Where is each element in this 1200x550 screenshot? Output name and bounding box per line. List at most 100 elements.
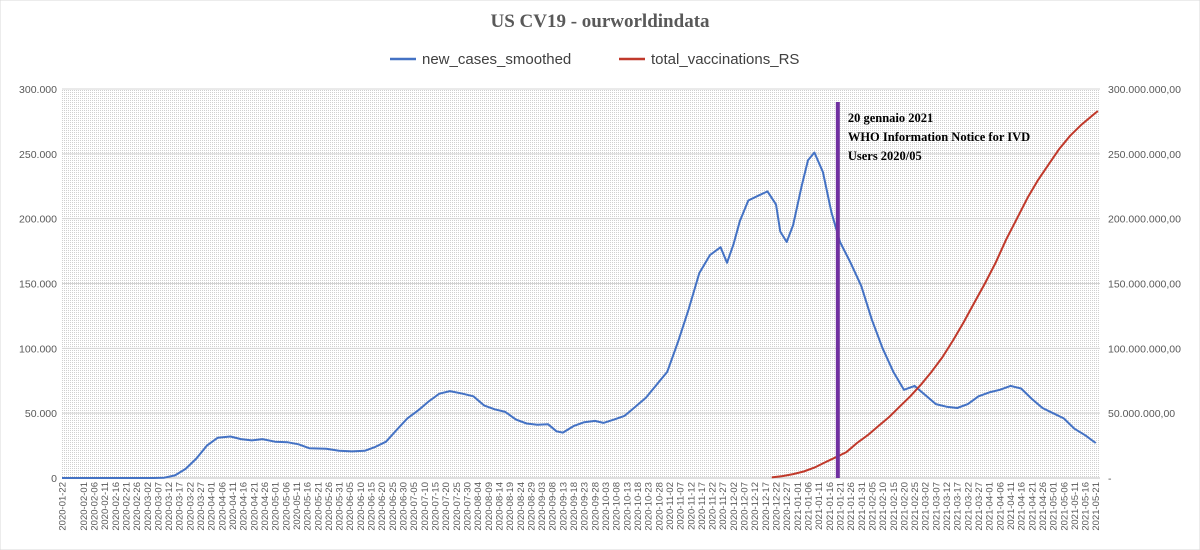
x-tick-label: 2020-01-22: [58, 482, 69, 531]
chart-title: US CV19 - ourworldindata: [490, 11, 710, 32]
x-tick-label: 2021-04-21: [1027, 482, 1038, 531]
left-y-tick-label: 50.000: [25, 408, 57, 420]
x-tick-label: 2021-01-21: [835, 482, 846, 531]
x-tick-label: 2020-02-06: [89, 482, 100, 531]
left-y-tick-label: 250.000: [19, 149, 57, 161]
x-tick-label: 2020-11-12: [686, 482, 697, 530]
left-y-tick-label: 0: [51, 473, 57, 485]
x-tick-label: 2020-09-28: [590, 482, 601, 531]
x-tick-label: 2020-02-21: [121, 482, 132, 531]
right-y-tick-label: 300.000.000,00: [1108, 84, 1181, 96]
x-tick-label: 2021-02-10: [878, 482, 889, 531]
legend: new_cases_smoothed total_vaccinations_RS: [390, 51, 799, 68]
x-tick-label: 2021-04-26: [1038, 482, 1049, 531]
right-y-axis: - 50.000.000,00 100.000.000,00 150.000.000,…: [1108, 84, 1181, 485]
x-tick-label: 2020-11-27: [718, 482, 729, 530]
right-y-tick-label: 200.000.000,00: [1108, 214, 1181, 226]
x-axis: 2020-01-22 2020-02-01 2020-02-06 2020-02-11…: [58, 482, 1103, 531]
x-tick-label: 2020-12-07: [740, 482, 751, 531]
right-y-tick-label: 50.000.000,00: [1108, 408, 1175, 420]
x-tick-label: 2020-06-05: [345, 482, 356, 531]
right-y-tick-label: -: [1108, 473, 1112, 485]
x-tick-label: 2020-08-14: [494, 482, 505, 531]
x-tick-label: 2020-11-17: [697, 482, 708, 530]
x-tick-label: 2020-10-28: [654, 482, 665, 531]
series-line-total_vaccinations_RS: [771, 110, 1099, 479]
x-tick-label: 2020-07-20: [441, 482, 452, 531]
x-tick-label: 2021-02-25: [910, 482, 921, 531]
left-y-tick-label: 200.000: [19, 214, 57, 226]
x-tick-label: 2020-03-22: [185, 482, 196, 531]
x-tick-label: 2020-07-15: [430, 482, 441, 531]
x-tick-label: 2021-03-17: [953, 482, 964, 531]
x-tick-label: 2020-05-26: [324, 482, 335, 531]
x-tick-label: 2020-10-13: [622, 482, 633, 531]
x-tick-label: 2021-05-16: [1081, 482, 1092, 531]
x-tick-label: 2020-04-06: [217, 482, 228, 531]
x-tick-label: 2020-03-07: [153, 482, 164, 531]
x-tick-label: 2020-06-10: [356, 482, 367, 531]
x-tick-label: 2020-07-05: [409, 482, 420, 531]
x-tick-label: 2020-04-01: [207, 482, 218, 531]
x-tick-label: 2020-11-02: [665, 482, 676, 530]
x-tick-label: 2020-09-03: [537, 482, 548, 531]
left-y-tick-label: 300.000: [19, 84, 57, 96]
x-tick-label: 2020-09-23: [580, 482, 591, 531]
left-y-axis: 0 50.000 100.000 150.000 200.000 250.000 300.0…: [19, 84, 57, 485]
x-tick-label: 2020-12-27: [782, 482, 793, 531]
x-tick-label: 2021-04-16: [1017, 482, 1028, 531]
x-tick-label: 2020-05-11: [292, 482, 303, 530]
x-tick-label: 2020-09-18: [569, 482, 580, 531]
x-tick-label: 2021-05-11: [1070, 482, 1081, 530]
x-tick-label: 2020-10-23: [644, 482, 655, 531]
x-tick-label: 2020-05-06: [281, 482, 292, 531]
x-tick-label: 2020-06-25: [388, 482, 399, 531]
x-tick-label: 2021-03-27: [974, 482, 985, 531]
right-y-tick-label: 150.000.000,00: [1108, 279, 1181, 291]
x-tick-label: 2021-04-06: [995, 482, 1006, 531]
x-tick-label: 2021-02-20: [899, 482, 910, 531]
x-tick-label: 2021-02-05: [867, 482, 878, 531]
x-tick-label: 2020-10-18: [633, 482, 644, 531]
x-tick-label: 2021-05-06: [1059, 482, 1070, 531]
x-tick-label: 2020-07-30: [462, 482, 473, 531]
x-tick-label: 2020-08-24: [516, 482, 527, 531]
x-tick-label: 2020-08-09: [484, 482, 495, 531]
x-tick-label: 2021-03-02: [921, 482, 932, 531]
x-tick-label: 2020-09-08: [548, 482, 559, 531]
x-tick-label: 2020-07-10: [420, 482, 431, 531]
x-tick-label: 2020-08-19: [505, 482, 516, 531]
x-tick-label: 2021-01-06: [803, 482, 814, 531]
legend-label: total_vaccinations_RS: [651, 51, 799, 68]
legend-label: new_cases_smoothed: [422, 51, 571, 68]
x-tick-label: 2021-02-15: [889, 482, 900, 531]
x-tick-label: 2020-10-03: [601, 482, 612, 531]
x-tick-label: 2020-02-11: [100, 482, 111, 530]
annotation-text: Users 2020/05: [848, 149, 922, 163]
x-tick-label: 2020-08-04: [473, 482, 484, 531]
x-tick-label: 2020-04-11: [228, 482, 239, 530]
right-y-tick-label: 100.000.000,00: [1108, 343, 1181, 355]
x-tick-label: 2020-04-26: [260, 482, 271, 531]
x-tick-label: 2020-02-26: [132, 482, 143, 531]
x-tick-label: 2021-01-01: [793, 482, 804, 531]
series-layer: [62, 110, 1099, 479]
x-tick-label: 2021-04-11: [1006, 482, 1017, 530]
x-tick-label: 2021-01-16: [825, 482, 836, 531]
left-y-tick-label: 100.000: [19, 343, 57, 355]
annotation-text: WHO Information Notice for IVD: [848, 130, 1030, 144]
x-tick-label: 2020-04-21: [249, 482, 260, 531]
x-tick-label: 2020-06-20: [377, 482, 388, 531]
x-tick-label: 2021-03-07: [931, 482, 942, 531]
x-tick-label: 2021-01-26: [846, 482, 857, 531]
x-tick-label: 2020-10-08: [612, 482, 623, 531]
x-tick-label: 2020-07-25: [452, 482, 463, 531]
x-tick-label: 2020-05-21: [313, 482, 324, 531]
x-tick-label: 2020-03-02: [143, 482, 154, 531]
gridlines: [62, 88, 1100, 479]
left-y-tick-label: 150.000: [19, 279, 57, 291]
x-tick-label: 2020-03-12: [164, 482, 175, 531]
x-tick-label: 2021-01-11: [814, 482, 825, 530]
